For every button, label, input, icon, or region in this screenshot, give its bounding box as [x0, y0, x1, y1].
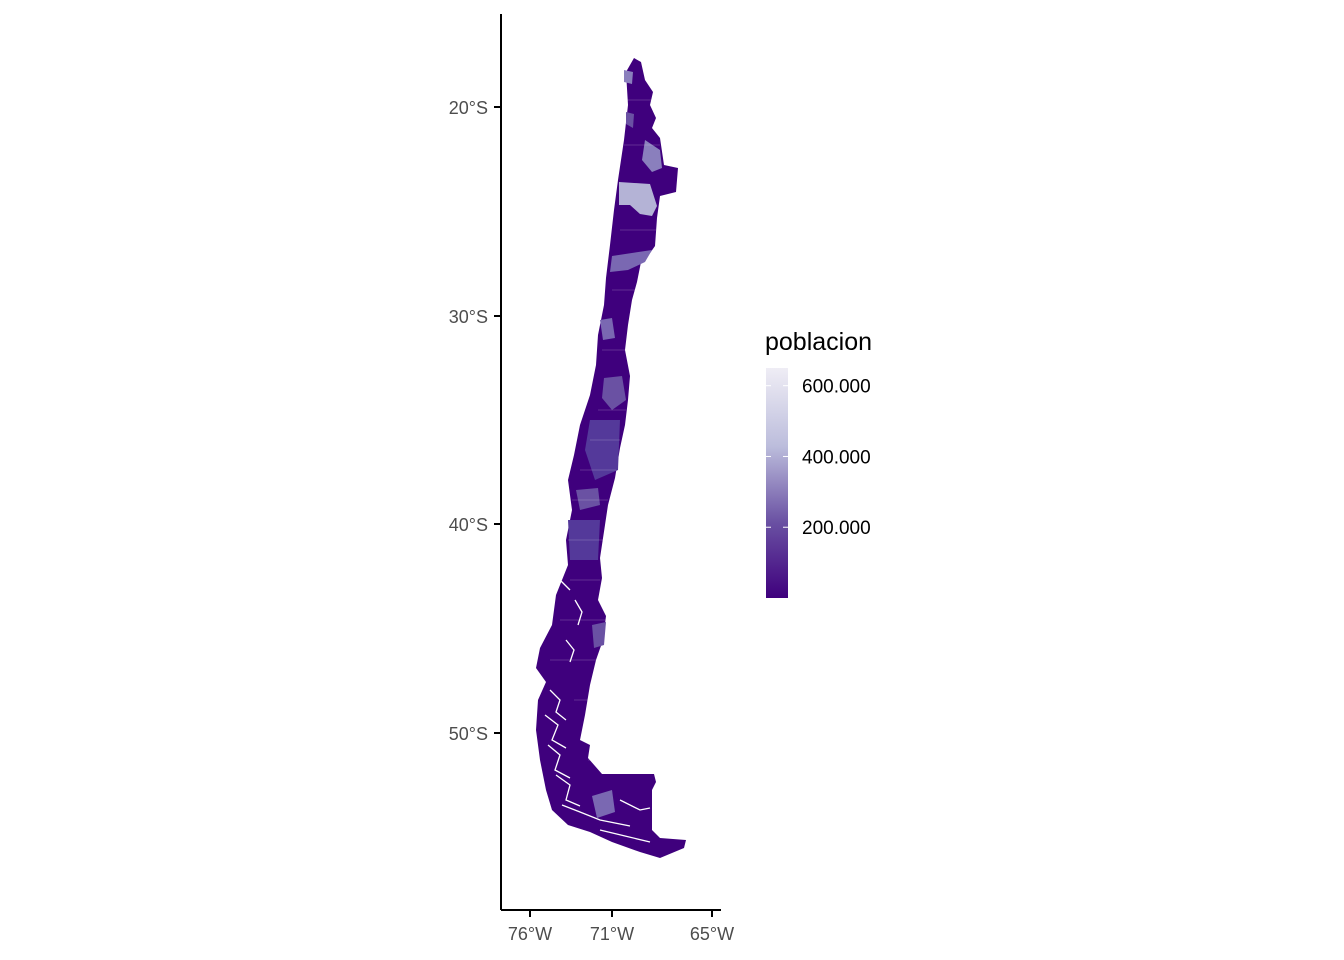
legend-break-label: 400.000 [802, 447, 871, 468]
x-axis: 76°W 71°W 65°W [501, 909, 734, 944]
legend-colorbar [766, 368, 788, 598]
y-tick-label: 40°S [449, 515, 488, 535]
legend: poblacion 600.000 400.000 200.000 [765, 328, 872, 598]
legend-break-label: 200.000 [802, 518, 871, 539]
region-highlight-magallanes [592, 790, 615, 818]
legend-break-label: 600.000 [802, 377, 871, 398]
region-highlight-copiapo [610, 250, 652, 272]
region-highlight-laserena [600, 318, 615, 340]
region-highlight-temuco [576, 488, 600, 510]
chile-map [536, 58, 686, 858]
region-highlight-santiago [602, 376, 626, 410]
region-highlight-arica [624, 70, 633, 84]
x-tick-label: 71°W [590, 924, 634, 944]
region-highlight-iquique [626, 112, 634, 128]
x-tick-label: 76°W [508, 924, 552, 944]
region-highlight-aysen [592, 622, 606, 648]
legend-title: poblacion [765, 328, 872, 356]
region-highlight-calama [642, 140, 662, 172]
y-tick-label: 20°S [449, 98, 488, 118]
commune-borders [550, 99, 660, 761]
legend-ticks: 600.000 400.000 200.000 [766, 377, 871, 539]
y-tick-label: 50°S [449, 724, 488, 744]
region-highlight-south [568, 520, 600, 560]
y-tick-label: 30°S [449, 307, 488, 327]
region-highlight-central [585, 420, 620, 480]
y-axis: 20°S 30°S 40°S 50°S [449, 14, 502, 910]
x-tick-label: 65°W [690, 924, 734, 944]
southern-fjords [544, 579, 651, 843]
region-highlight-antofagasta [619, 182, 657, 216]
